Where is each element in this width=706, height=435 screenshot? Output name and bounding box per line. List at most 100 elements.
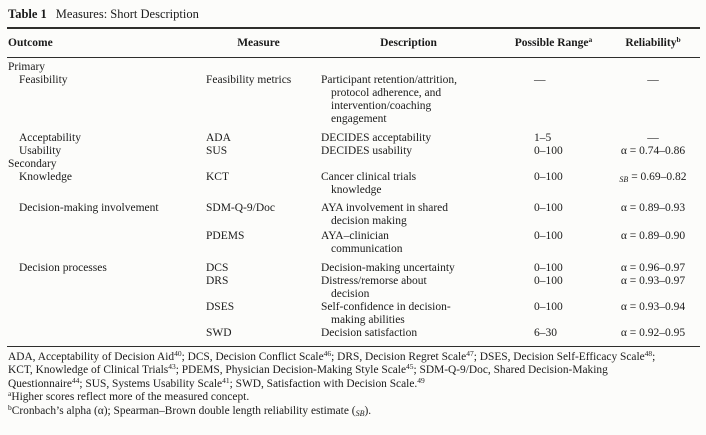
text-run: —	[647, 74, 659, 86]
cell-reliability: α = 0.93–0.97	[606, 275, 700, 301]
cell-measure: DRS	[206, 275, 229, 287]
section-row: Secondary	[7, 158, 700, 171]
cell-measure: DSES	[206, 301, 235, 313]
cell-reliability: SB = 0.69–0.82	[606, 171, 700, 197]
cell-measure: KCT	[206, 171, 229, 183]
subscript-text: SB	[355, 408, 365, 418]
text-run: Possible Range	[514, 37, 589, 49]
cell-description: Participant retention/attrition, protocol…	[316, 74, 501, 126]
table-header-row: Outcome Measure Description Possible Rangea…	[7, 28, 700, 58]
description-line: communication	[331, 243, 403, 255]
cell-possible-range: 1–5	[534, 132, 552, 144]
description-line: AYA–clinician	[321, 230, 389, 242]
column-header-range: Possible Rangea	[501, 28, 606, 58]
cell-possible-range: 0–100	[534, 145, 563, 157]
cell-possible-range: 0–100	[534, 262, 563, 274]
text-run: α = 0.74–0.86	[620, 145, 686, 157]
text-run: Higher scores reflect more of the measur…	[11, 391, 250, 404]
superscript-text: 49	[417, 375, 425, 385]
text-run: —	[647, 132, 659, 144]
description-line: AYA involvement in shared	[321, 202, 449, 214]
text-run: Questionnaire	[8, 377, 72, 390]
column-header-outcome: Outcome	[7, 28, 201, 58]
superscript-text: 40	[174, 349, 182, 358]
table-footnotes: ADA, Acceptability of Decision Aid40; DC…	[8, 349, 699, 418]
cell-outcome: Acceptability	[19, 132, 81, 144]
column-header-description: Description	[316, 28, 501, 58]
cell-description: DECIDES acceptability	[316, 126, 501, 145]
cell-measure: Feasibility metrics	[206, 74, 292, 86]
footnote-line: Questionnaire44; SUS, Systems Usability …	[8, 375, 699, 391]
section-row: Primary	[7, 58, 700, 75]
footnote-line: bCronbach’s alpha (α); Spearman–Brown do…	[8, 402, 699, 418]
text-run: α = 0.92–0.95	[620, 327, 686, 339]
text-run: Reliability	[625, 37, 677, 49]
text-run: Measure	[237, 37, 280, 49]
text-run: KCT, Knowledge of Clinical Trials	[8, 364, 169, 377]
superscript-text: a	[8, 389, 12, 399]
description-line: decision	[331, 288, 370, 300]
cell-empty	[606, 58, 700, 75]
cell-description: DECIDES usability	[316, 145, 501, 158]
cell-description: Decision-making uncertainty	[316, 256, 501, 275]
cell-reliability: α = 0.93–0.94	[606, 301, 700, 327]
table-row: Decision-making involvement SDM-Q-9/Doc AY…	[7, 197, 700, 228]
superscript-text: b	[8, 402, 12, 412]
text-run: ADA, Acceptability of Decision Aid	[8, 351, 175, 363]
cell-empty	[316, 58, 501, 75]
cell-description: AYA–clinician communication	[316, 228, 501, 256]
footnote-line: KCT, Knowledge of Clinical Trials43; PDE…	[8, 363, 699, 377]
cell-empty	[201, 58, 316, 75]
cell-outcome: Feasibility	[19, 74, 68, 86]
text-run: ; DRS, Decision Regret Scale	[331, 351, 467, 363]
text-run: Cronbach’s alpha (α); Spearman–Brown dou…	[11, 404, 356, 417]
superscript-text: a	[588, 35, 593, 44]
table-row: Feasibility Feasibility metrics Participan…	[7, 74, 700, 126]
table-row: PDEMS AYA–clinician communication 0–100 α = …	[7, 228, 700, 256]
cell-measure: SUS	[206, 145, 228, 157]
cell-possible-range: 0–100	[534, 230, 563, 242]
cell-possible-range: 0–100	[534, 301, 563, 313]
description-line: decision making	[331, 215, 407, 227]
footnote-line: ADA, Acceptability of Decision Aid40; DC…	[8, 349, 699, 364]
cell-description: Cancer clinical trials knowledge	[316, 171, 501, 197]
cell-description: Distress/remorse about decision	[316, 275, 501, 301]
superscript-text: 46	[323, 349, 332, 358]
cell-outcome: Usability	[19, 145, 62, 157]
cell-outcome	[7, 275, 201, 301]
cell-outcome: Decision processes	[19, 262, 107, 274]
superscript-text: 41	[222, 375, 230, 385]
text-run: α = 0.93–0.94	[620, 301, 686, 313]
text-run: α = 0.96–0.97	[620, 262, 686, 274]
cell-section-label: Primary	[8, 61, 46, 73]
table-caption-label: Table 1	[8, 7, 47, 21]
text-run: ;	[652, 351, 656, 363]
superscript-text: 47	[466, 349, 474, 358]
text-run: α = 0.89–0.90	[620, 230, 686, 242]
description-line: intervention/coaching	[331, 100, 432, 112]
cell-empty	[501, 158, 606, 171]
footnote-line: aHigher scores reflect more of the measu…	[8, 389, 699, 404]
cell-empty	[606, 158, 700, 171]
description-line: Decision satisfaction	[321, 327, 418, 339]
cell-reliability: α = 0.89–0.93	[606, 197, 700, 228]
measures-table: Outcome Measure Description Possible Rangea…	[7, 27, 700, 347]
cell-measure: ADA	[206, 132, 231, 144]
cell-possible-range: —	[534, 74, 546, 86]
table-row: Knowledge KCT Cancer clinical trials knowle…	[7, 171, 700, 197]
cell-measure: SDM-Q-9/Doc	[206, 202, 275, 214]
cell-section-label: Secondary	[8, 158, 57, 170]
cell-measure: SWD	[206, 327, 232, 339]
text-run: Description	[380, 37, 437, 49]
cell-possible-range: 0–100	[534, 171, 563, 183]
cell-reliability: —	[606, 74, 700, 126]
description-line: knowledge	[331, 184, 382, 196]
text-run: α = 0.93–0.97	[620, 275, 686, 287]
description-line: Self-confidence in decision-	[321, 301, 451, 313]
cell-description: Self-confidence in decision-making abili…	[316, 301, 501, 327]
cell-description: AYA involvement in shared decision making	[316, 197, 501, 228]
text-run: ).	[364, 404, 372, 417]
cell-possible-range: 0–100	[534, 202, 563, 214]
table-row: SWD Decision satisfaction 6–30 α = 0.92–0.9…	[7, 327, 700, 347]
table-body: Primary Feasibility Feasibility metrics Par…	[7, 58, 700, 347]
